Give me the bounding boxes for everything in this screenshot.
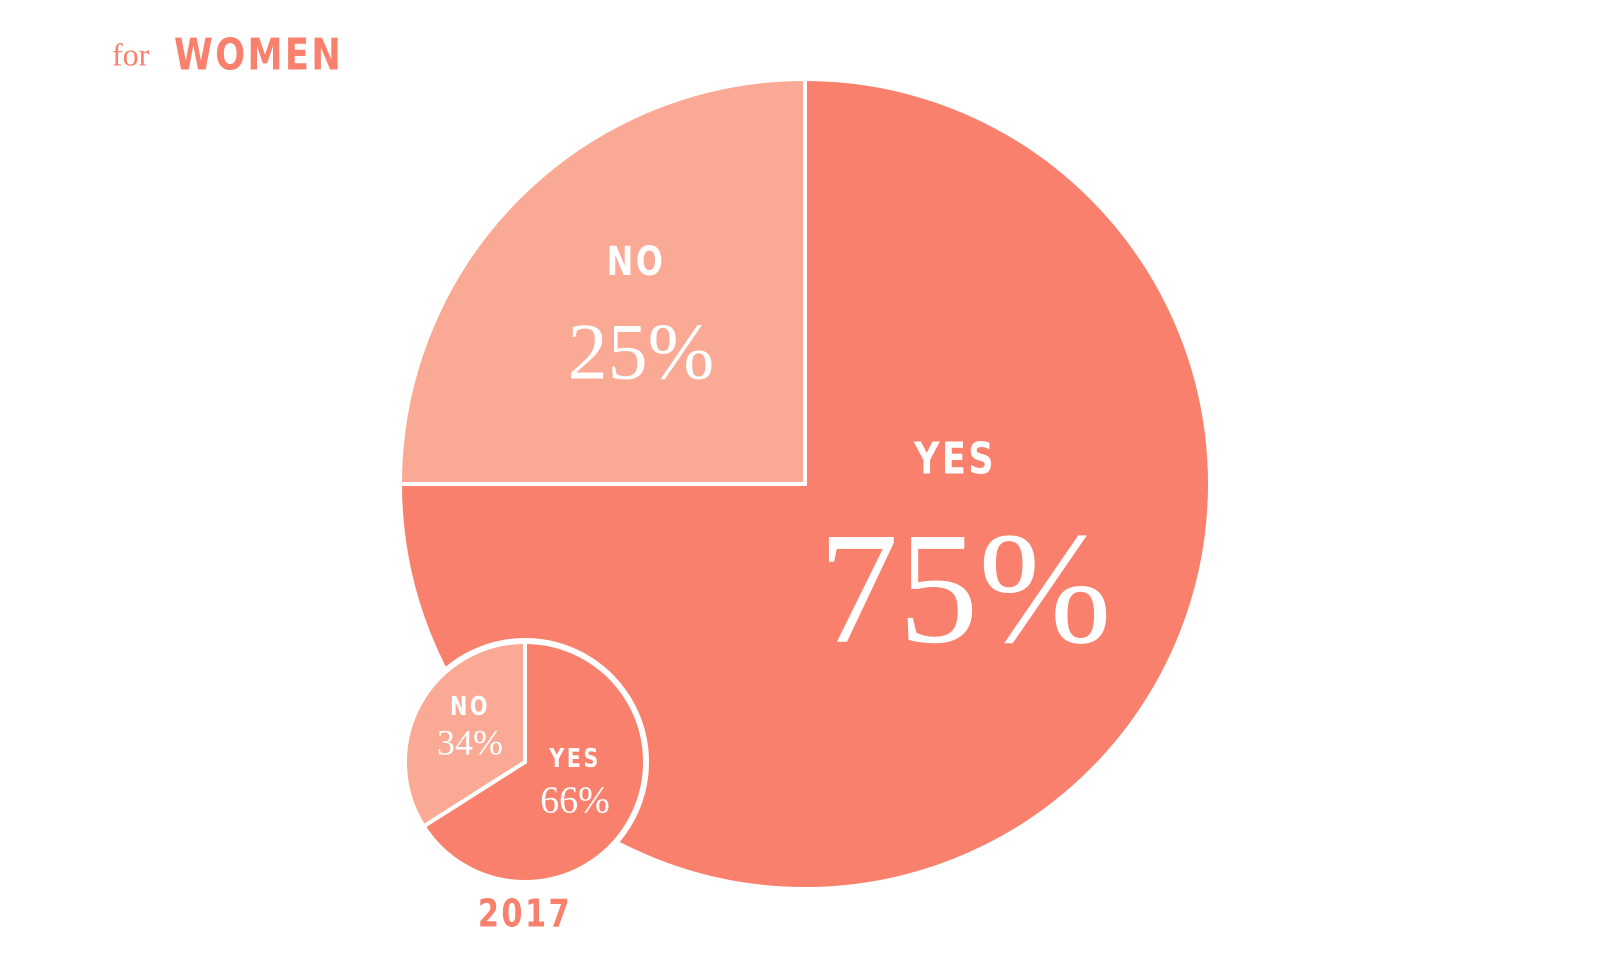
slice-category: NO — [450, 691, 490, 722]
slice-value-label: 34% — [437, 722, 503, 762]
title: WOMEN — [174, 30, 343, 81]
slice-value-label: 25% — [568, 308, 715, 396]
slice-value-label: 75% — [818, 499, 1111, 677]
slice-category: YES — [913, 434, 996, 485]
title-prefix: for — [112, 36, 150, 72]
slice-value-label: 66% — [540, 780, 610, 822]
pie-slice — [397, 76, 807, 486]
pie-title: 2017 — [478, 892, 572, 936]
pie-border — [403, 640, 647, 884]
slice-category: NO — [607, 237, 666, 284]
slice-category: YES — [548, 743, 600, 774]
